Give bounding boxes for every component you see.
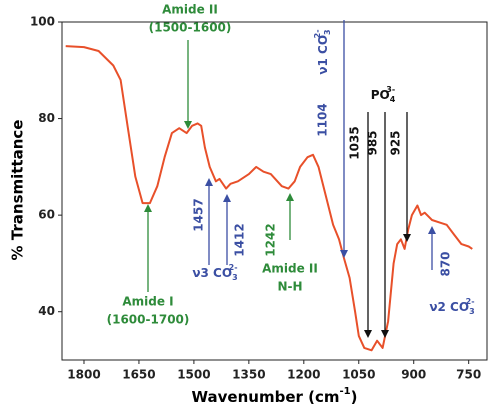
- y-axis-label: % Transmittance: [9, 120, 27, 261]
- x-axis-label: Wavenumber (cm-1): [192, 386, 358, 406]
- x-tick-label: 1650: [122, 368, 155, 382]
- y-tick-label: 40: [38, 304, 55, 318]
- annotation-text: Amide II: [262, 262, 318, 276]
- y-tick-label: 60: [38, 208, 55, 222]
- x-tick-label: 750: [456, 368, 481, 382]
- annotation-text: (1600-1700): [107, 313, 190, 327]
- annotation-sub: 4: [390, 95, 396, 104]
- x-tick-label: 1800: [67, 368, 100, 382]
- annotation-text: 985: [366, 130, 380, 155]
- annotation-main: ν3 CO: [192, 266, 232, 280]
- annotation-text: 870: [439, 251, 453, 276]
- annotation-text: ν1 CO32-: [313, 29, 332, 74]
- x-tick-label: 1050: [342, 368, 375, 382]
- annotation-text: 1104: [316, 103, 330, 136]
- annotation-main: ν1 CO: [316, 35, 330, 75]
- annotation-text: ν3 CO32-: [192, 263, 237, 282]
- annotation-text: (1500-1600): [149, 21, 232, 35]
- annotation-text: PO43-: [371, 85, 396, 104]
- x-axis-label-end: ): [351, 388, 358, 406]
- annotation-text: 1412: [233, 223, 247, 256]
- annotation-sub: 3: [323, 29, 332, 35]
- annotation-text: N-H: [277, 280, 302, 294]
- x-tick-label: 900: [401, 368, 426, 382]
- annotation-sup: 3-: [386, 85, 395, 94]
- x-tick-label: 1500: [177, 368, 210, 382]
- annotation-text: 925: [389, 130, 403, 155]
- annotation-text: 1035: [348, 126, 362, 159]
- x-axis-label-text: Wavenumber (cm: [192, 388, 340, 406]
- annotation-text: 1242: [264, 223, 278, 256]
- plot-frame: [61, 21, 488, 361]
- annotation-sup: 2-: [229, 263, 238, 272]
- x-tick-label: 1350: [232, 368, 265, 382]
- annotation-main: ν2 CO: [429, 300, 469, 314]
- annotation-text: Amide I: [122, 295, 173, 309]
- spectrum-line: [65, 45, 473, 352]
- annotation-text: Amide II: [162, 3, 218, 17]
- y-tick-label: 80: [38, 111, 55, 125]
- y-tick-label: 100: [30, 15, 55, 29]
- annotation-text: ν2 CO32-: [429, 297, 474, 316]
- x-tick-label: 1200: [287, 368, 320, 382]
- annotation-text: 1457: [192, 198, 206, 231]
- annotation-sub: 3: [469, 307, 475, 316]
- annotation-sup: 2-: [313, 29, 322, 38]
- x-axis-label-sup: -1: [340, 386, 351, 397]
- annotation-main: PO: [371, 88, 390, 102]
- annotation-sup: 2-: [466, 297, 475, 306]
- annotation-sub: 3: [232, 273, 238, 282]
